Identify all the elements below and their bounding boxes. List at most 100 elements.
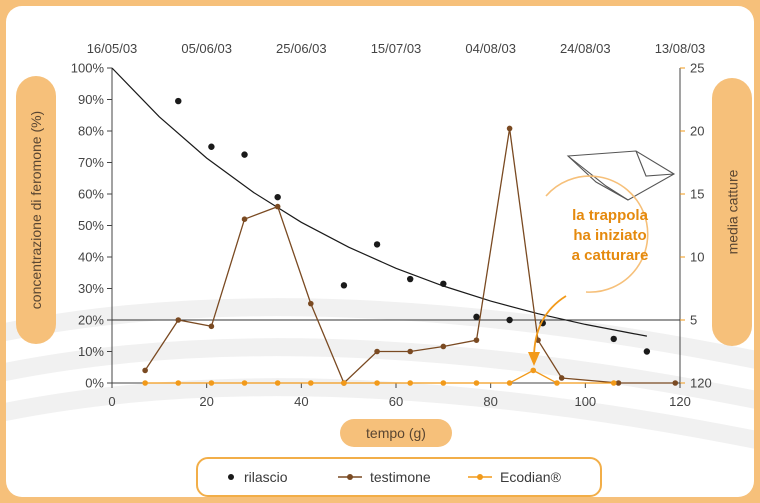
data-point-rilascio <box>473 313 480 321</box>
data-point-rilascio <box>274 193 281 201</box>
data-point-ecodian <box>208 380 215 386</box>
data-point-testimone <box>241 216 248 222</box>
top-date-label: 13/08/03 <box>655 41 706 56</box>
background-swoosh <box>6 338 754 409</box>
data-point-ecodian <box>407 380 414 386</box>
data-point-ecodian <box>308 380 314 386</box>
left-tick-label: 0% <box>85 376 104 391</box>
data-point-testimone <box>175 317 182 323</box>
top-date-label: 04/08/03 <box>465 41 516 56</box>
x-axis-label: tempo (g) <box>366 425 426 441</box>
legend-ecodian-marker-icon <box>468 474 492 480</box>
left-tick-label: 50% <box>78 218 104 233</box>
x-tick-label: 20 <box>199 394 213 409</box>
data-point-testimone <box>142 367 148 374</box>
data-point-ecodian <box>341 380 347 386</box>
legend-rilascio-marker-icon <box>228 474 234 480</box>
data-point-ecodian <box>274 380 281 386</box>
chart-svg: 0% 10% 20% 30% 40% 50% 60% 70% 80% 90% 100% 120 5 10 1… <box>6 41 754 449</box>
data-point-ecodian <box>473 380 480 386</box>
left-tick-label: 60% <box>78 187 104 202</box>
data-point-rilascio <box>506 316 513 324</box>
data-point-rilascio <box>373 241 381 248</box>
data-point-ecodian <box>610 380 617 386</box>
data-point-testimone <box>374 348 380 355</box>
legend: rilascio testimone Ecodian® <box>196 457 602 497</box>
data-point-rilascio <box>241 151 248 158</box>
data-point-ecodian <box>506 380 513 386</box>
data-point-rilascio <box>643 348 651 355</box>
legend-item-testimone: testimone <box>338 469 431 485</box>
trap-icon-fold <box>567 150 675 201</box>
data-point-rilascio <box>175 97 182 105</box>
right-axis-pill: media catture <box>712 78 752 346</box>
x-tick-label: 0 <box>108 394 115 409</box>
x-tick-label: 80 <box>483 394 497 409</box>
x-tick-label: 40 <box>294 394 308 409</box>
legend-testimone-marker-icon <box>338 474 362 480</box>
top-date-label: 25/06/03 <box>276 41 327 56</box>
data-point-ecodian <box>142 380 148 386</box>
right-axis-label: media catture <box>724 169 741 255</box>
top-date-label: 24/08/03 <box>560 41 611 56</box>
right-tick-label: 20 <box>690 124 704 139</box>
x-tick-label: 120 <box>669 394 691 409</box>
legend-ecodian-label: Ecodian® <box>500 469 561 485</box>
legend-item-rilascio: rilascio <box>226 469 288 485</box>
trend-curve <box>111 67 648 337</box>
x-tick-label: 100 <box>574 394 596 409</box>
data-point-testimone <box>407 348 414 355</box>
data-point-ecodian <box>374 380 380 386</box>
top-date-label: 15/07/03 <box>371 41 422 56</box>
data-point-rilascio <box>610 335 617 343</box>
data-point-testimone <box>558 375 565 381</box>
left-tick-label: 20% <box>78 313 104 328</box>
chart-frame: 0% 10% 20% 30% 40% 50% 60% 70% 80% 90% 100% 120 5 10 1… <box>6 6 754 497</box>
left-tick-label: 70% <box>78 155 104 170</box>
data-point-ecodian <box>440 380 447 386</box>
data-point-testimone <box>208 323 215 330</box>
series-line-testimone <box>144 128 676 385</box>
background-swoosh <box>6 378 754 449</box>
left-tick-label: 40% <box>78 250 104 265</box>
callout-arrow <box>533 295 567 359</box>
callout-arrow-head <box>528 352 540 366</box>
data-point-ecodian <box>530 367 537 374</box>
x-tick-label: 60 <box>389 394 403 409</box>
annotation-callout: la trappola ha iniziato a catturare <box>554 206 666 266</box>
callout-arc <box>545 175 649 293</box>
data-point-testimone <box>274 203 281 210</box>
legend-rilascio-label: rilascio <box>244 469 288 485</box>
data-point-ecodian <box>241 380 248 386</box>
top-date-label: 05/06/03 <box>181 41 232 56</box>
data-point-testimone <box>615 380 622 386</box>
right-tick-label: 120 <box>690 376 712 391</box>
data-point-rilascio <box>407 275 414 283</box>
top-date-label: 16/05/03 <box>87 41 138 56</box>
left-axis-label: concentrazione di feromone (%) <box>28 110 44 310</box>
x-axis-pill: tempo (g) <box>340 419 452 447</box>
data-point-rilascio <box>340 282 348 289</box>
data-point-ecodian <box>554 380 560 386</box>
background-swoosh <box>6 298 754 369</box>
left-axis-pill: concentrazione di feromone (%) <box>16 76 56 344</box>
annotation-line-2: ha iniziato <box>573 227 647 244</box>
right-tick-label: 10 <box>690 250 704 265</box>
legend-item-ecodian: Ecodian® <box>468 469 561 485</box>
data-point-rilascio <box>440 280 447 287</box>
left-tick-label: 10% <box>78 344 104 359</box>
data-point-rilascio <box>208 143 215 150</box>
data-point-testimone <box>506 125 513 132</box>
data-point-testimone <box>473 337 480 343</box>
left-tick-label: 90% <box>78 92 104 107</box>
left-tick-label: 80% <box>78 124 104 139</box>
data-point-testimone <box>440 343 447 350</box>
right-tick-label: 5 <box>690 313 697 328</box>
legend-testimone-label: testimone <box>370 469 431 485</box>
right-tick-label: 25 <box>690 61 704 76</box>
data-point-testimone <box>308 300 314 307</box>
left-tick-label: 30% <box>78 281 104 296</box>
data-point-ecodian <box>175 380 182 386</box>
left-tick-label: 100% <box>71 61 105 76</box>
annotation-line-3: a catturare <box>571 247 649 264</box>
